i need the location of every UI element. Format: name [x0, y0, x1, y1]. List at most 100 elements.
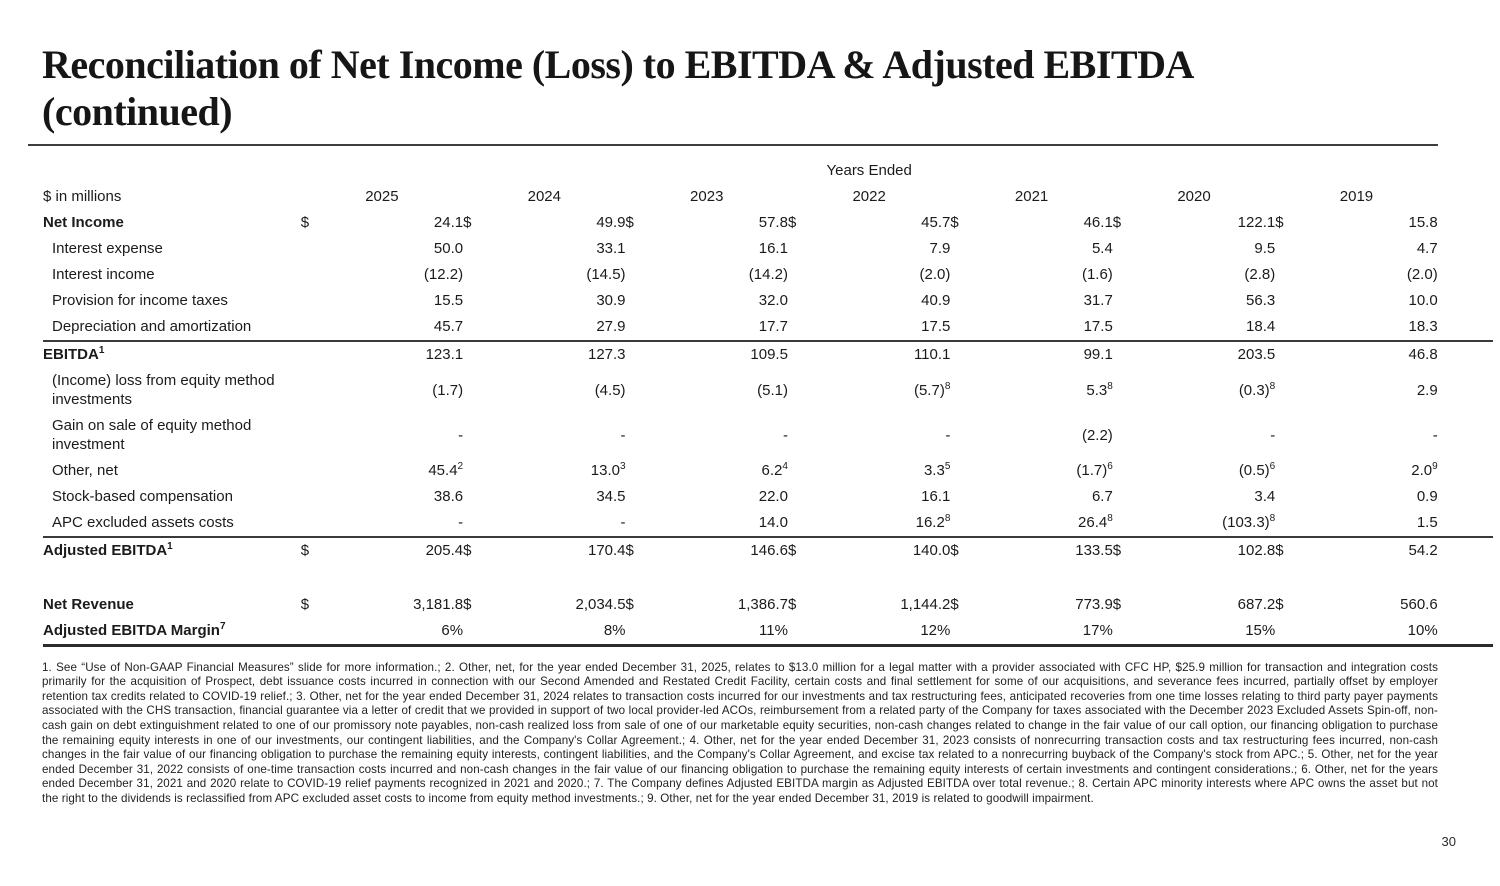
value-cell: 30.9 — [596, 292, 626, 310]
value-cell: - — [1270, 426, 1276, 444]
currency-spacer — [950, 288, 972, 314]
value-cell: 123.1 — [425, 346, 464, 364]
currency-spacer — [950, 413, 972, 458]
currency-spacer — [463, 368, 485, 413]
currency-spacer — [463, 458, 485, 484]
empty-cell — [43, 158, 301, 184]
value-cell: (14.5) — [586, 266, 626, 284]
value-cell: (1.7) — [432, 381, 464, 399]
value-cell: 16.28 — [810, 509, 951, 538]
currency-spacer — [625, 617, 648, 647]
reconciliation-table: Years Ended $ in millions 2025 2024 2023 20… — [43, 158, 1493, 647]
row-label: Depreciation and amortization — [43, 313, 301, 342]
value-cell: (12.2) — [423, 266, 464, 284]
currency-symbol: $ — [1112, 596, 1122, 614]
row-label: Stock-based compensation — [52, 488, 233, 506]
value-cell: - — [782, 426, 788, 444]
value-cell: 57.8 — [758, 214, 788, 232]
value-cell: 5.4 — [1091, 240, 1113, 258]
year-header: 2019 — [1339, 188, 1374, 206]
currency-spacer — [300, 509, 323, 538]
value-cell: 133.5 — [1075, 542, 1113, 560]
value-cell: - — [458, 426, 464, 444]
filler-cell — [1437, 509, 1493, 538]
value-cell: 2.9 — [1416, 381, 1438, 399]
value-cell: - — [620, 426, 626, 444]
currency-spacer — [1275, 236, 1297, 262]
value-cell: 45.42 — [428, 461, 464, 480]
row-label: Other, net — [52, 462, 118, 480]
currency-spacer — [788, 236, 810, 262]
year-header: 2025 — [365, 188, 399, 206]
row-label: Net Revenue — [43, 596, 134, 614]
value-cell: 773.9 — [1075, 596, 1113, 614]
value-cell: 17.5 — [972, 313, 1113, 342]
currency-spacer — [788, 368, 810, 413]
currency-spacer — [787, 617, 810, 647]
value-cell: - — [322, 509, 464, 538]
filler-cell — [1438, 158, 1493, 184]
currency-spacer — [1112, 509, 1135, 538]
row-label: Net Income — [43, 214, 124, 232]
filler-cell — [1438, 368, 1493, 413]
currency-symbol: $ — [463, 542, 472, 560]
currency-spacer — [301, 236, 323, 262]
filler-cell — [1438, 288, 1493, 314]
currency-symbol: $ — [300, 596, 310, 614]
value-cell: 110.1 — [913, 346, 951, 364]
title-divider — [28, 143, 1438, 146]
currency-spacer — [463, 262, 485, 288]
value-cell: 99.1 — [1083, 346, 1113, 364]
value-cell: 14.0 — [647, 509, 788, 538]
value-cell: - — [945, 426, 951, 444]
currency-spacer — [1275, 509, 1298, 538]
value-cell: 6.7 — [1091, 488, 1113, 506]
year-header: 2024 — [527, 188, 561, 206]
currency-spacer — [626, 236, 648, 262]
value-cell: 15.5 — [433, 292, 464, 310]
table-row: (Income) loss from equity method investm… — [43, 368, 1493, 413]
currency-spacer — [950, 368, 972, 413]
value-cell: 49.9 — [596, 214, 626, 232]
currency-spacer — [950, 484, 972, 510]
value-cell: 1,144.2 — [900, 596, 951, 614]
value-cell: 22.0 — [758, 488, 788, 506]
currency-spacer — [463, 413, 485, 458]
value-cell: 9.5 — [1254, 240, 1276, 258]
value-cell: 2.09 — [1411, 461, 1438, 480]
currency-spacer — [301, 341, 323, 368]
value-cell: 50.0 — [433, 240, 464, 258]
value-cell: 687.2 — [1237, 596, 1276, 614]
currency-symbol: $ — [300, 214, 310, 232]
currency-symbol: $ — [300, 542, 310, 560]
value-cell: 170.4 — [587, 542, 626, 560]
value-cell: 15.8 — [1408, 214, 1438, 232]
row-label: Interest expense — [52, 240, 163, 258]
page-title: Reconciliation of Net Income (Loss) to E… — [42, 42, 1194, 134]
value-cell: 8% — [485, 617, 626, 647]
currency-symbol: $ — [463, 214, 472, 232]
currency-symbol: $ — [787, 214, 797, 232]
currency-spacer — [301, 262, 323, 288]
currency-symbol: $ — [950, 542, 959, 560]
year-header: 2020 — [1177, 188, 1211, 206]
currency-spacer — [301, 413, 323, 458]
year-header-row: $ in millions 2025 2024 2023 2022 2021 2020 20… — [43, 184, 1493, 210]
value-cell: (103.3)8 — [1134, 509, 1276, 538]
value-cell: (1.7)6 — [1076, 461, 1113, 480]
value-cell: 46.1 — [1083, 214, 1113, 232]
value-cell: 102.8 — [1237, 542, 1276, 560]
currency-symbol: $ — [787, 542, 797, 560]
currency-spacer — [626, 413, 648, 458]
table-row: Gain on sale of equity method investment… — [43, 413, 1493, 458]
value-cell: 203.5 — [1237, 346, 1276, 364]
currency-spacer — [301, 458, 323, 484]
currency-spacer — [301, 484, 323, 510]
row-label: EBITDA1 — [43, 345, 105, 364]
currency-spacer — [950, 313, 973, 342]
currency-spacer — [788, 341, 810, 368]
currency-symbol: $ — [625, 214, 634, 232]
currency-spacer — [625, 313, 648, 342]
value-cell: 3,181.8 — [413, 596, 464, 614]
value-cell: 16.1 — [758, 240, 788, 258]
